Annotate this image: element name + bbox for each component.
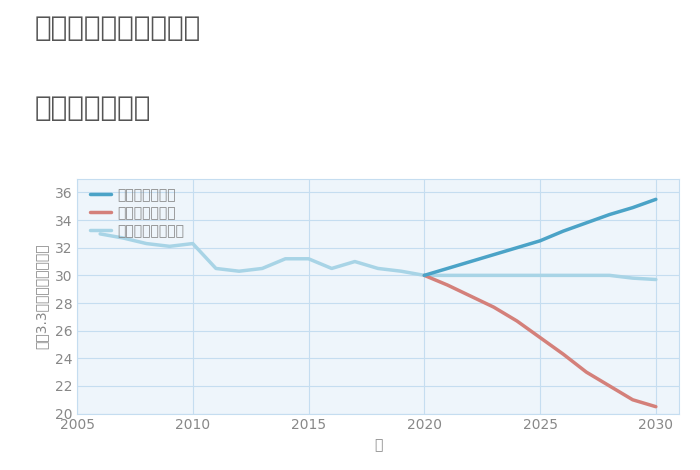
バッドシナリオ xyxy=(582,369,591,375)
ノーマルシナリオ xyxy=(281,256,290,262)
ノーマルシナリオ xyxy=(304,256,313,262)
ノーマルシナリオ xyxy=(142,241,150,246)
バッドシナリオ xyxy=(559,352,568,357)
バッドシナリオ xyxy=(629,397,637,403)
グッドシナリオ xyxy=(606,212,614,217)
Text: 土地の価格推移: 土地の価格推移 xyxy=(35,94,151,122)
ノーマルシナリオ xyxy=(606,273,614,278)
ノーマルシナリオ xyxy=(96,231,104,237)
バッドシナリオ xyxy=(652,404,660,409)
バッドシナリオ xyxy=(489,305,498,310)
ノーマルシナリオ xyxy=(652,277,660,282)
ノーマルシナリオ xyxy=(211,266,220,271)
Line: ノーマルシナリオ: ノーマルシナリオ xyxy=(100,234,656,280)
グッドシナリオ xyxy=(582,220,591,226)
ノーマルシナリオ xyxy=(165,243,174,249)
ノーマルシナリオ xyxy=(466,273,475,278)
バッドシナリオ xyxy=(606,383,614,389)
ノーマルシナリオ xyxy=(512,273,521,278)
ノーマルシナリオ xyxy=(235,268,244,274)
ノーマルシナリオ xyxy=(629,275,637,281)
グッドシナリオ xyxy=(443,266,452,271)
ノーマルシナリオ xyxy=(397,268,405,274)
Text: 愛知県瀬戸市孫田町の: 愛知県瀬戸市孫田町の xyxy=(35,14,202,42)
ノーマルシナリオ xyxy=(582,273,591,278)
ノーマルシナリオ xyxy=(420,273,428,278)
ノーマルシナリオ xyxy=(351,258,359,264)
グッドシナリオ xyxy=(420,273,428,278)
Legend: グッドシナリオ, バッドシナリオ, ノーマルシナリオ: グッドシナリオ, バッドシナリオ, ノーマルシナリオ xyxy=(90,188,185,238)
グッドシナリオ xyxy=(559,228,568,234)
ノーマルシナリオ xyxy=(374,266,382,271)
Line: バッドシナリオ: バッドシナリオ xyxy=(424,275,656,407)
ノーマルシナリオ xyxy=(258,266,267,271)
ノーマルシナリオ xyxy=(559,273,568,278)
ノーマルシナリオ xyxy=(188,241,197,246)
バッドシナリオ xyxy=(466,293,475,299)
ノーマルシナリオ xyxy=(119,235,127,241)
バッドシナリオ xyxy=(512,318,521,324)
Line: グッドシナリオ: グッドシナリオ xyxy=(424,199,656,275)
Y-axis label: 坪（3.3㎡）単価（万円）: 坪（3.3㎡）単価（万円） xyxy=(35,243,49,349)
グッドシナリオ xyxy=(512,245,521,251)
グッドシナリオ xyxy=(629,205,637,211)
バッドシナリオ xyxy=(536,335,545,340)
ノーマルシナリオ xyxy=(443,273,452,278)
グッドシナリオ xyxy=(536,238,545,243)
ノーマルシナリオ xyxy=(536,273,545,278)
バッドシナリオ xyxy=(420,273,428,278)
バッドシナリオ xyxy=(443,282,452,288)
グッドシナリオ xyxy=(652,196,660,202)
ノーマルシナリオ xyxy=(328,266,336,271)
X-axis label: 年: 年 xyxy=(374,438,382,452)
ノーマルシナリオ xyxy=(489,273,498,278)
グッドシナリオ xyxy=(489,252,498,258)
グッドシナリオ xyxy=(466,258,475,264)
